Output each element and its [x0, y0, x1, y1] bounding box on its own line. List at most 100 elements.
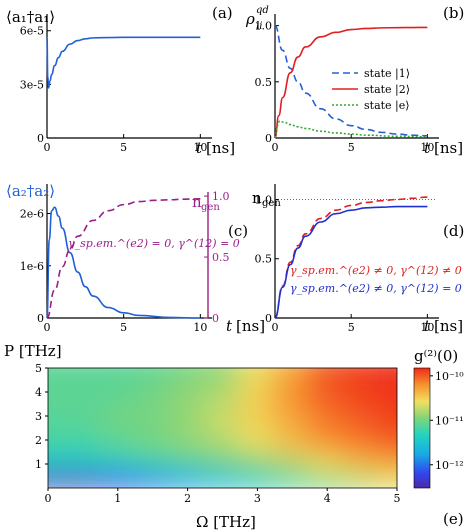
y-tick-label: 0.5	[255, 253, 273, 266]
heatmap-cell	[377, 378, 397, 406]
colorbar-tick-label: 10⁻¹²	[435, 459, 464, 472]
y-tick-label: 0	[37, 312, 44, 325]
heatmap-cell	[377, 426, 397, 454]
x-tick-label: 5	[120, 321, 127, 334]
heatmap-cell	[307, 368, 347, 382]
heatmap-frame	[47, 367, 398, 489]
x-tick-label: 5	[348, 141, 355, 154]
heatmap-cell	[272, 368, 312, 382]
x-tick-label: 4	[324, 492, 331, 505]
y-tick-label: 1.0	[255, 20, 273, 33]
heatmap-cell	[168, 378, 208, 406]
panel-a-xlabel-t: t	[196, 139, 203, 157]
panel-b-ylabel-sup: qd	[256, 5, 269, 16]
colorbar-tick-label: 10⁻¹¹	[435, 414, 464, 427]
heatmap-cell	[342, 450, 382, 474]
heatmap-cell	[168, 402, 208, 430]
legend-label: state |2⟩	[364, 83, 410, 97]
heatmap-cell	[48, 368, 68, 382]
x-tick-label: 5	[348, 321, 355, 334]
heatmap-cell	[48, 450, 68, 474]
heatmap-cell	[203, 450, 242, 474]
heatmap-cell	[272, 450, 312, 474]
heatmap-cell	[133, 378, 173, 406]
heatmap-cell	[342, 378, 382, 406]
y-tick-label-right: 0	[212, 312, 219, 325]
y-tick-label-right: 0.5	[212, 251, 230, 264]
panel-d-xlabel-t: t	[424, 317, 431, 335]
panel-d-xlabel-unit: [ns]	[434, 317, 463, 335]
panel-b-label: (b)	[443, 4, 464, 22]
heatmap-cell	[377, 368, 397, 382]
heatmap-cell	[48, 469, 68, 488]
panel-b-ylabel: ρ	[245, 10, 255, 28]
x-tick-label: 10	[420, 141, 434, 154]
heatmap-cell	[272, 469, 312, 488]
heatmap-cell	[237, 450, 277, 474]
panel-c-ylabel-right: n	[192, 193, 202, 211]
x-tick-label: 0	[44, 141, 51, 154]
heatmap-cell	[48, 402, 68, 430]
panel-e-heatmap: 0 1 2 3 4 5 1 2 3 4 5 10⁻¹⁰ 10⁻¹¹ 10⁻¹²	[35, 362, 464, 505]
panel-a-label: (a)	[212, 4, 233, 22]
heatmap-cell	[237, 469, 277, 488]
heatmap-cell	[98, 450, 138, 474]
y-tick-label: 5	[35, 362, 42, 375]
panel-a-xlabel-unit: [ns]	[206, 139, 235, 157]
heatmap-cell	[168, 426, 208, 454]
panel-e-xlabel: Ω [THz]	[196, 513, 256, 531]
colorbar	[413, 367, 431, 489]
x-tick-label: 5	[394, 492, 401, 505]
panel-c-xlabel-unit: [ns]	[236, 317, 265, 335]
heatmap-cell	[63, 450, 103, 474]
heatmap-cell	[133, 469, 173, 488]
heatmap-cell	[203, 368, 242, 382]
y-tick-label: 0	[265, 312, 272, 325]
y-tick-label: 1	[35, 458, 42, 471]
heatmap-cell	[342, 469, 382, 488]
x-tick-label: 0	[44, 321, 51, 334]
heatmap-cell	[342, 368, 382, 382]
y-tick-label: 0.5	[255, 76, 273, 89]
y-tick-label: 1.0	[255, 193, 273, 206]
heatmap-cell	[342, 426, 382, 454]
panel-b-xlabel-t: t	[424, 139, 431, 157]
heatmap-cell	[63, 469, 103, 488]
series-line-1	[46, 197, 201, 319]
heatmap-cell	[307, 426, 347, 454]
panel-e-label: (e)	[443, 510, 464, 528]
heatmap-cell	[377, 469, 397, 488]
x-tick-label: 2	[184, 492, 191, 505]
panel-b-xlabel-unit: [ns]	[434, 139, 463, 157]
heatmap-cell	[307, 378, 347, 406]
y-tick-label: 0	[265, 132, 272, 145]
heatmap-cell	[168, 450, 208, 474]
heatmap-cell	[237, 378, 277, 406]
heatmap-cells	[48, 368, 397, 488]
x-tick-label: 0	[45, 492, 52, 505]
x-tick-label: 0	[272, 321, 279, 334]
colorbar-tick-label: 10⁻¹⁰	[435, 370, 464, 383]
heatmap-cell	[133, 368, 173, 382]
heatmap-cell	[98, 402, 138, 430]
y-tick-label: 4	[35, 386, 42, 399]
panel-d-chart: 0 5 10 0 0.5 1.0	[255, 184, 439, 334]
series-line-0	[274, 24, 428, 137]
heatmap-cell	[307, 469, 347, 488]
heatmap-cell	[272, 378, 312, 406]
heatmap-cell	[307, 450, 347, 474]
series-line-1	[274, 26, 428, 139]
heatmap-cell	[272, 426, 312, 454]
heatmap-blur	[48, 368, 397, 488]
heatmap-cell	[98, 469, 138, 488]
panel-d-ylabel-sub: gen	[262, 198, 281, 209]
heatmap-cell	[237, 402, 277, 430]
heatmap-cell	[98, 368, 138, 382]
heatmap-cell	[203, 378, 242, 406]
legend-label: state |1⟩	[364, 67, 410, 81]
panel-d-legend-red: γ_sp.em.^(e2) ≠ 0, γ^(12) ≠ 0	[290, 264, 462, 277]
heatmap-cell	[307, 402, 347, 430]
heatmap-cell	[168, 469, 208, 488]
heatmap-cell	[203, 426, 242, 454]
panel-a-chart: 0 5 10 0 3e-5 6e-5	[20, 14, 212, 154]
